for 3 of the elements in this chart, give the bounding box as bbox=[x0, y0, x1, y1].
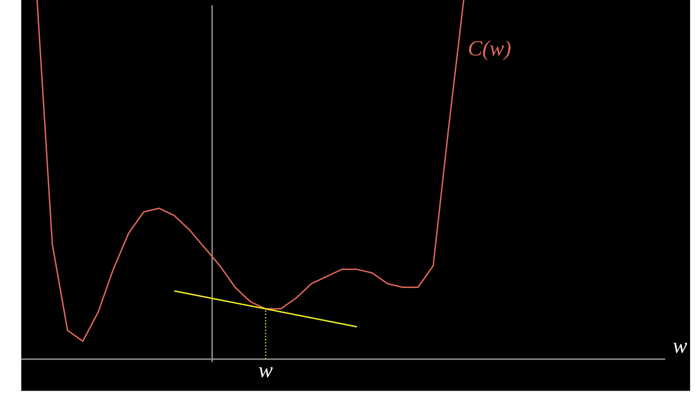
series-label: C(w) bbox=[469, 40, 511, 60]
text: w bbox=[258, 367, 273, 378]
x-axis-title: w bbox=[673, 343, 688, 354]
